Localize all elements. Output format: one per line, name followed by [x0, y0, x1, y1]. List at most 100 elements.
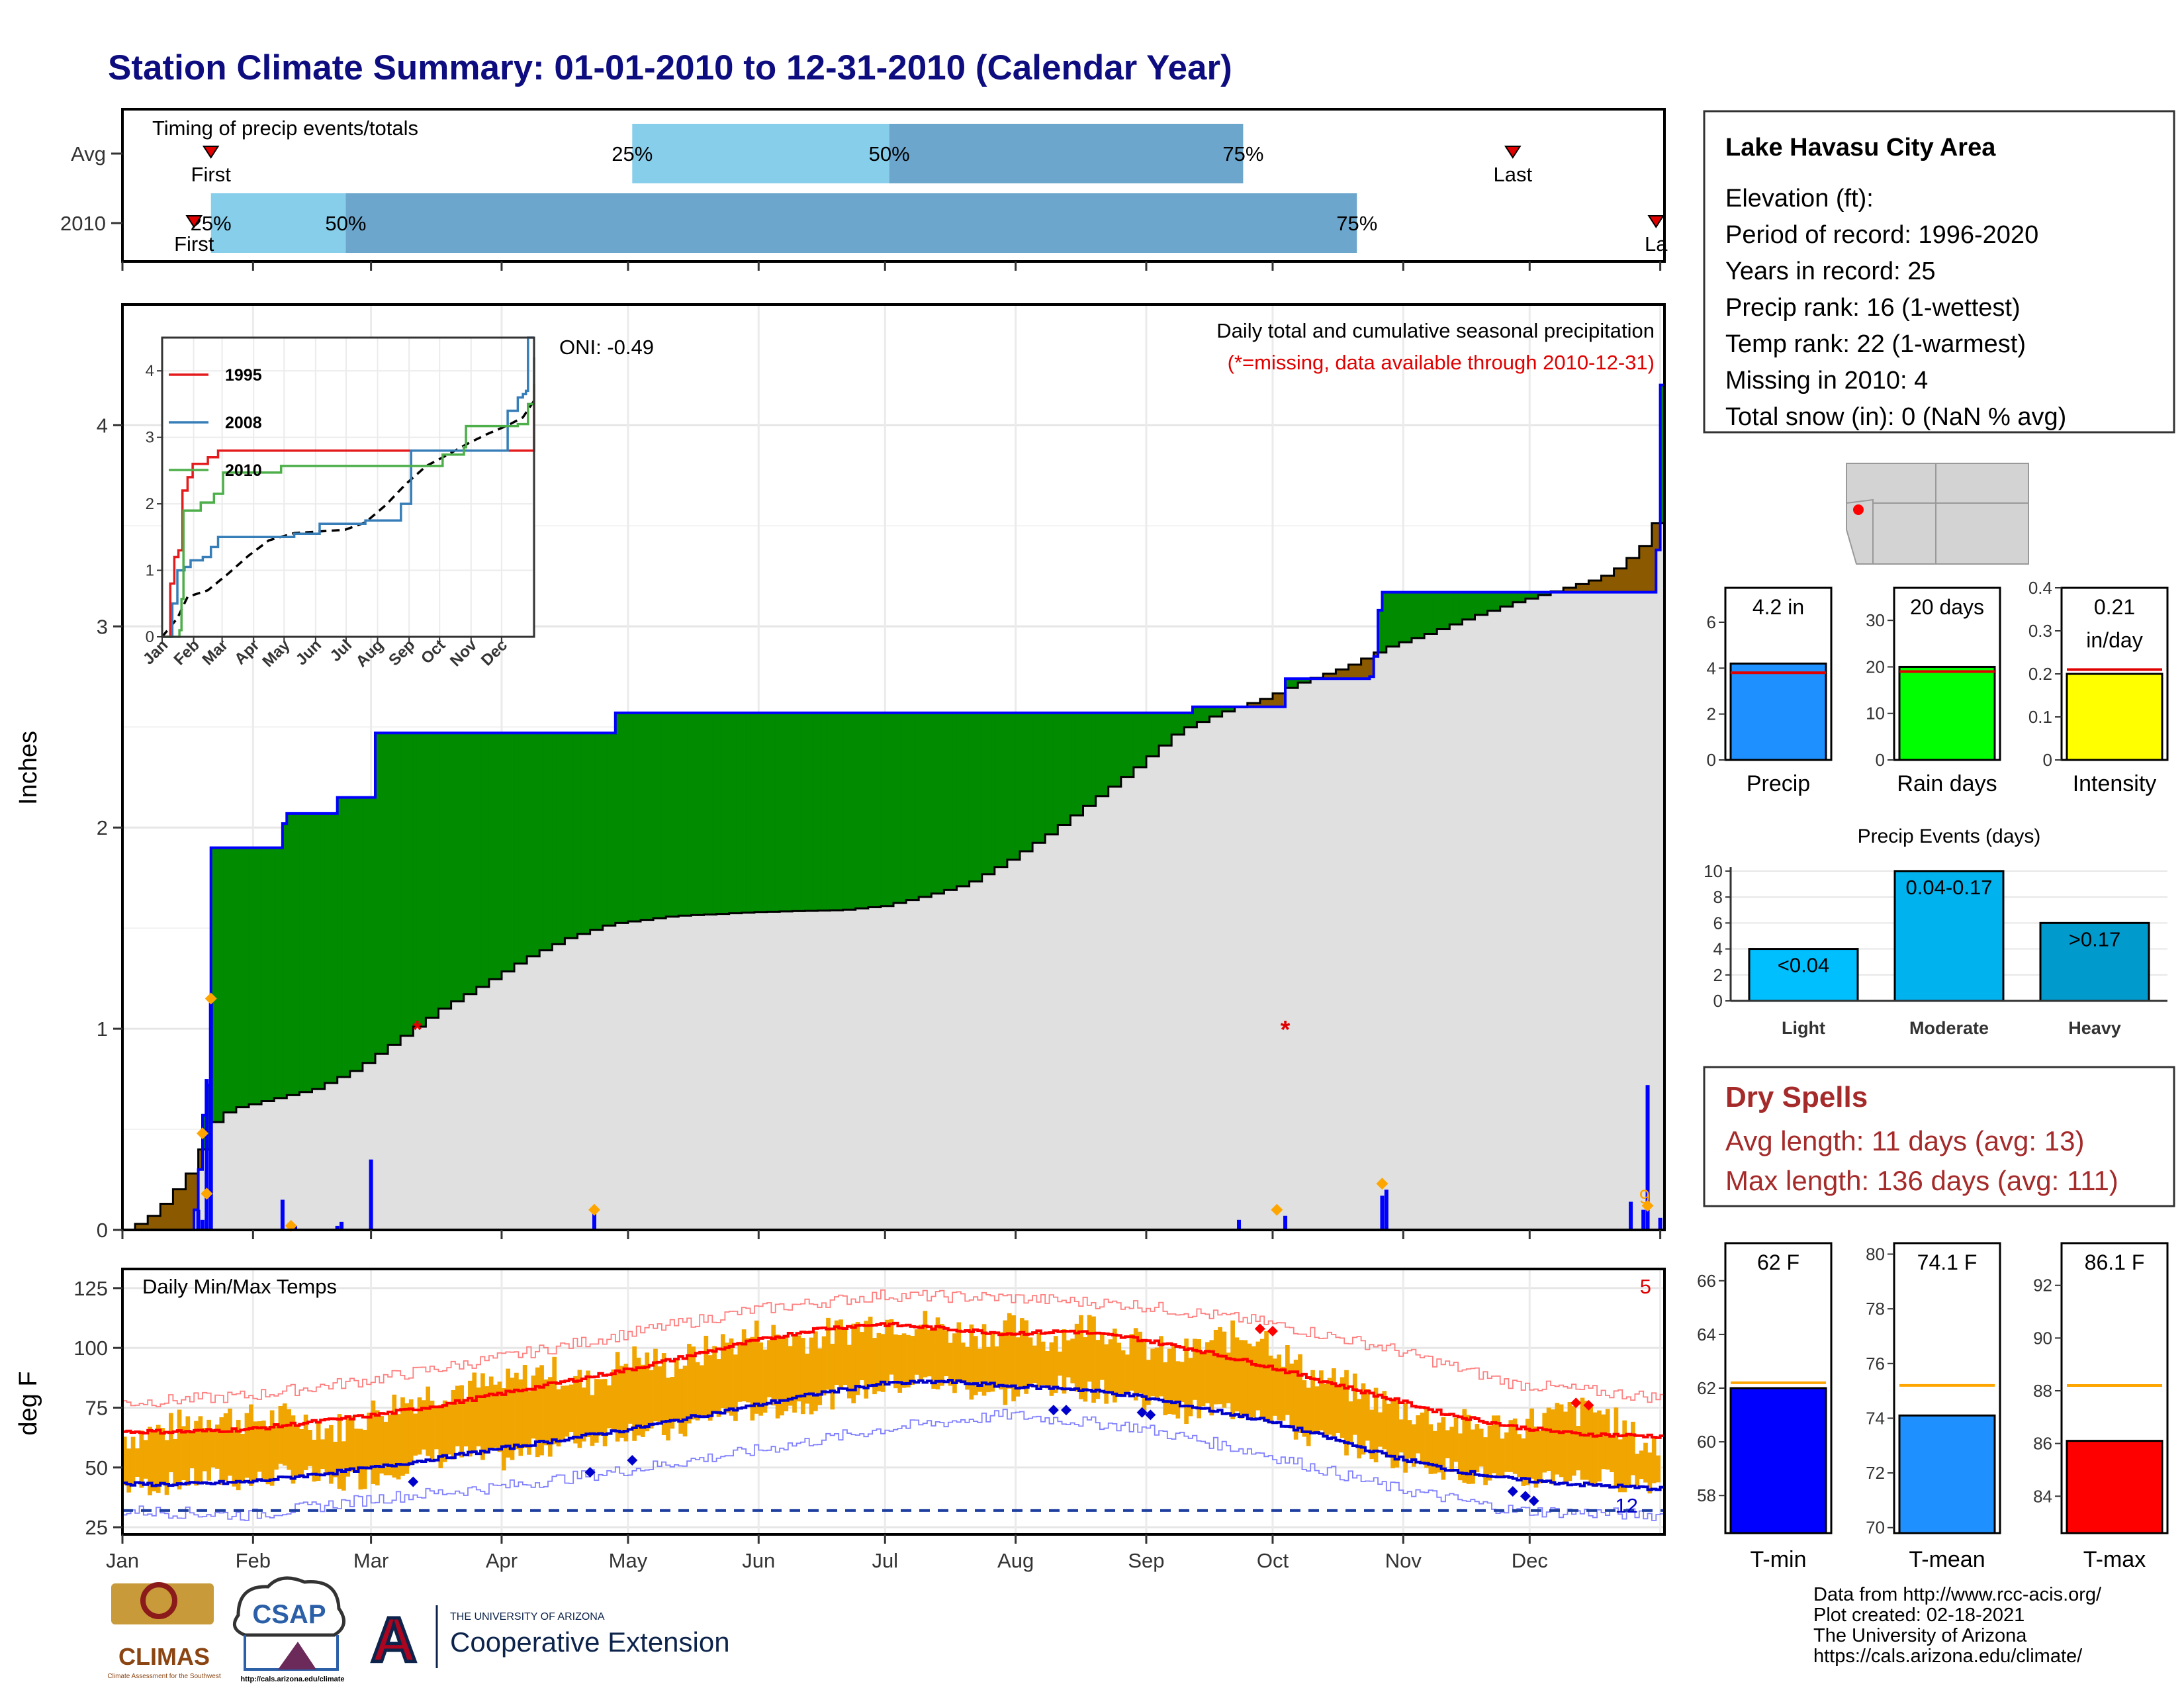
daily-temp-bar [1302, 1380, 1307, 1437]
last-event-label: La [1645, 232, 1668, 256]
daily-temp-bar [194, 1421, 199, 1486]
above-avg-fill [552, 733, 557, 945]
above-avg-fill [1483, 592, 1488, 615]
record-high-marker [1570, 1397, 1582, 1409]
above-avg-fill [623, 712, 629, 923]
daily-temp-bar [156, 1425, 161, 1493]
daily-temp-bar [514, 1372, 519, 1450]
footer: Data from http://www.rcc-acis.org/Plot c… [107, 1576, 2102, 1683]
inset-ytick-label: 4 [146, 362, 154, 380]
daily-temp-bar [1222, 1331, 1227, 1408]
daily-temp-bar [392, 1394, 397, 1478]
daily-temp-bar [927, 1329, 932, 1377]
tmin-ytick-label: 64 [1697, 1325, 1716, 1344]
daily-temp-bar [1239, 1340, 1244, 1419]
daily-temp-bar [408, 1399, 414, 1466]
daily-temp-bar [809, 1337, 814, 1415]
daily-temp-bar [1179, 1362, 1185, 1403]
daily-temp-bar [1159, 1336, 1163, 1397]
below-avg-fill [164, 1203, 169, 1230]
daily-temp-bar [1040, 1341, 1046, 1385]
cum-ytick-label: 4 [97, 414, 108, 437]
daily-temp-bar [1053, 1336, 1058, 1393]
daily-temp-bar [1234, 1337, 1240, 1412]
above-avg-fill [337, 797, 342, 1078]
above-avg-fill [645, 712, 650, 920]
daily-temp-bar [762, 1349, 768, 1413]
daily-temp-bar [1403, 1403, 1408, 1473]
above-avg-fill [876, 712, 882, 908]
above-avg-fill [282, 823, 287, 1098]
events-title: Precip Events (days) [1858, 825, 2041, 847]
ua-logo-bg [364, 1609, 424, 1663]
daily-temp-bar [299, 1429, 304, 1477]
inset-avg-line [161, 400, 535, 638]
daily-temp-bar [1441, 1417, 1446, 1480]
above-avg-fill [750, 712, 755, 913]
missing-data-marker: * [412, 1016, 422, 1044]
above-avg-fill [800, 712, 805, 912]
above-avg-fill [303, 813, 308, 1092]
daily-temp-bar [1079, 1315, 1083, 1399]
above-avg-fill [1007, 712, 1012, 860]
record-low-count: 12 [1615, 1494, 1638, 1517]
above-avg-fill [455, 733, 460, 1002]
above-avg-fill [527, 733, 532, 957]
above-avg-fill [661, 712, 666, 919]
daily-temp-bar [1218, 1327, 1222, 1405]
daily-temp-bar [1479, 1429, 1484, 1467]
above-avg-fill [1517, 592, 1522, 602]
above-avg-fill [889, 712, 894, 906]
below-avg-fill [1369, 658, 1375, 677]
above-avg-fill [627, 712, 633, 921]
below-avg-fill [1597, 580, 1602, 592]
daily-temp-bar [830, 1343, 835, 1410]
above-avg-fill [741, 712, 747, 913]
daily-temp-bar [598, 1379, 604, 1436]
above-avg-fill [674, 712, 679, 917]
daily-temp-bar [539, 1365, 544, 1456]
daily-avg-marker [588, 1203, 601, 1216]
daily-temp-bar [581, 1387, 586, 1442]
above-avg-fill [771, 712, 776, 912]
above-avg-fill [1032, 712, 1038, 843]
above-avg-fill [653, 712, 659, 919]
daily-temp-bar [1643, 1442, 1648, 1483]
daily-temp-bar [860, 1332, 864, 1381]
daily-avg-marker [1641, 1199, 1654, 1212]
below-avg-fill [177, 1189, 182, 1230]
daily-temp-bar [1449, 1427, 1454, 1472]
daily-temp-bar [1045, 1350, 1050, 1389]
tmean-ytick-label: 76 [1866, 1354, 1885, 1374]
above-avg-fill [383, 733, 388, 1055]
daily-precip-bar [280, 1199, 285, 1230]
daily-temp-bar [122, 1436, 127, 1485]
tmin-value-label: 62 F [1757, 1250, 1799, 1274]
above-avg-fill [362, 797, 367, 1063]
footer-line: Data from http://www.rcc-acis.org/ [1813, 1584, 2102, 1605]
below-avg-fill [194, 1173, 199, 1210]
below-avg-fill [1643, 545, 1649, 592]
above-avg-fill [821, 712, 827, 911]
above-avg-fill [257, 847, 262, 1105]
dry-spells-avg: Avg length: 11 days (avg: 13) [1725, 1125, 2084, 1156]
daily-temp-bar [1154, 1347, 1160, 1398]
daily-temp-bar [657, 1366, 662, 1422]
timing-row-label: 2010 [60, 212, 106, 235]
above-avg-fill [463, 733, 469, 994]
above-avg-fill [1508, 592, 1514, 607]
daily-temp-bar [531, 1375, 536, 1439]
above-avg-fill [897, 712, 903, 904]
daily-temp-bar [287, 1409, 291, 1470]
daily-temp-bar [484, 1386, 490, 1454]
above-avg-fill [219, 847, 224, 1123]
cum-ytick-label: 1 [97, 1017, 108, 1041]
precip-events-chart: Precip Events (days) <0.04 Light 0.04-0.17 M… [1704, 825, 2167, 1038]
above-avg-fill [447, 733, 452, 1009]
daily-temp-bar [1656, 1455, 1661, 1483]
above-avg-fill [215, 847, 220, 1123]
daily-temp-bar [1243, 1340, 1248, 1417]
daily-temp-bar [1373, 1387, 1379, 1463]
daily-temp-bar [1019, 1318, 1024, 1389]
